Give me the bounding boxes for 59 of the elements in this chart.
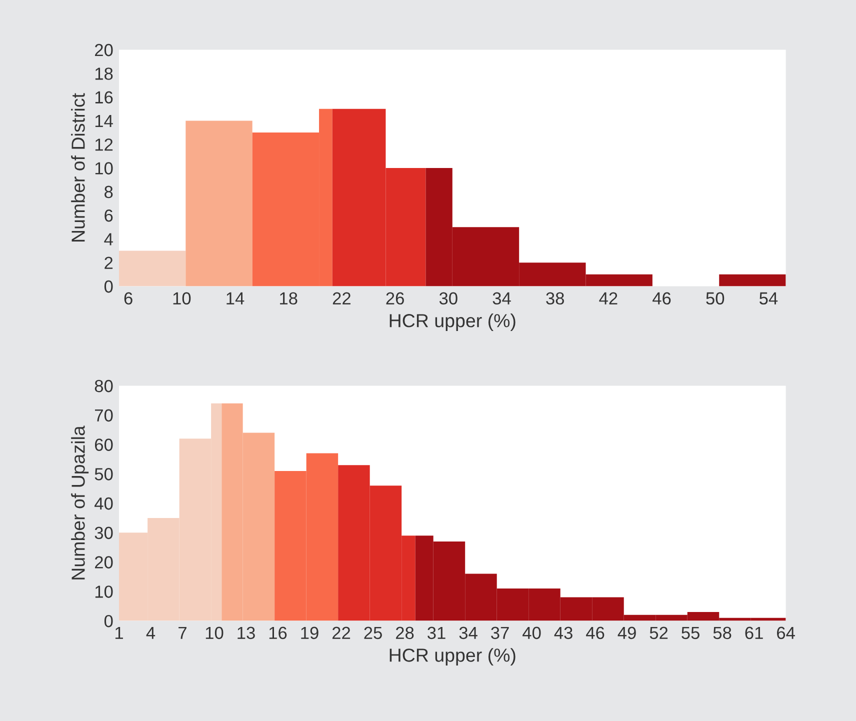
y-tick-label: 70	[95, 409, 113, 422]
y-tick-label: 12	[95, 138, 113, 151]
y-tick-label: 18	[95, 68, 113, 80]
y-tick-label: 16	[95, 91, 113, 104]
y-tick-label: 8	[104, 186, 113, 198]
x-tick-label: 64	[777, 626, 795, 640]
y-axis-title: Number of District	[71, 93, 85, 242]
x-tick-label: 34	[492, 292, 511, 305]
x-tick-label: 6	[124, 292, 132, 305]
x-tick-label: 58	[713, 626, 732, 640]
y-tick-label: 40	[94, 497, 113, 510]
y-tick-label: 2	[104, 256, 113, 269]
x-tick-label: 42	[599, 292, 618, 304]
x-tick-label: 34	[459, 626, 478, 640]
x-tick-label: 38	[546, 292, 564, 305]
y-tick-label: 6	[104, 209, 113, 222]
x-tick-label: 37	[491, 626, 509, 640]
y-tick-label: 50	[94, 468, 113, 480]
x-tick-label: 22	[332, 626, 350, 639]
x-tick-label: 10	[173, 292, 191, 305]
x-tick-label: 49	[618, 626, 636, 640]
x-tick-label: 43	[554, 626, 572, 640]
x-tick-label: 14	[226, 292, 244, 304]
x-tick-label: 50	[706, 292, 724, 305]
y-tick-label: 10	[95, 586, 113, 598]
x-tick-label: 52	[650, 626, 668, 640]
x-tick-label: 40	[522, 626, 541, 640]
x-tick-label: 31	[428, 626, 446, 640]
x-tick-label: 61	[745, 626, 763, 640]
x-tick-label: 13	[238, 626, 255, 640]
y-tick-label: 14	[95, 115, 113, 127]
y-tick-label: 80	[94, 380, 113, 392]
y-tick-label: 10	[95, 162, 113, 174]
x-tick-label: 18	[280, 292, 298, 305]
y-tick-label: 20	[94, 556, 113, 568]
x-tick-label: 25	[364, 626, 382, 640]
x-tick-label: 26	[386, 292, 404, 305]
y-tick-label: 0	[104, 614, 113, 628]
x-tick-label: 16	[269, 626, 287, 640]
y-tick-label: 60	[95, 438, 113, 451]
x-tick-label: 10	[206, 626, 224, 640]
x-tick-label: 54	[760, 292, 778, 305]
y-tick-label: 30	[94, 526, 113, 540]
x-tick-label: 30	[439, 292, 458, 305]
x-tick-label: 46	[652, 292, 671, 305]
x-tick-label: 55	[682, 626, 700, 640]
x-tick-label: 46	[586, 626, 604, 640]
x-axis-title: HCR upper (%)	[390, 648, 516, 666]
y-tick-label: 4	[104, 233, 113, 246]
y-tick-label: 0	[104, 280, 113, 293]
y-tick-label: 20	[94, 44, 113, 56]
y-axis-title: Number of Upazila	[71, 426, 89, 580]
x-tick-label: 7	[178, 626, 186, 639]
x-tick-label: 4	[146, 626, 156, 639]
x-tick-label: 28	[396, 626, 414, 640]
x-tick-label: 1	[115, 626, 123, 639]
x-axis-title: HCR upper (%)	[390, 314, 516, 332]
x-tick-label: 22	[332, 292, 350, 304]
x-tick-label: 19	[301, 626, 318, 640]
